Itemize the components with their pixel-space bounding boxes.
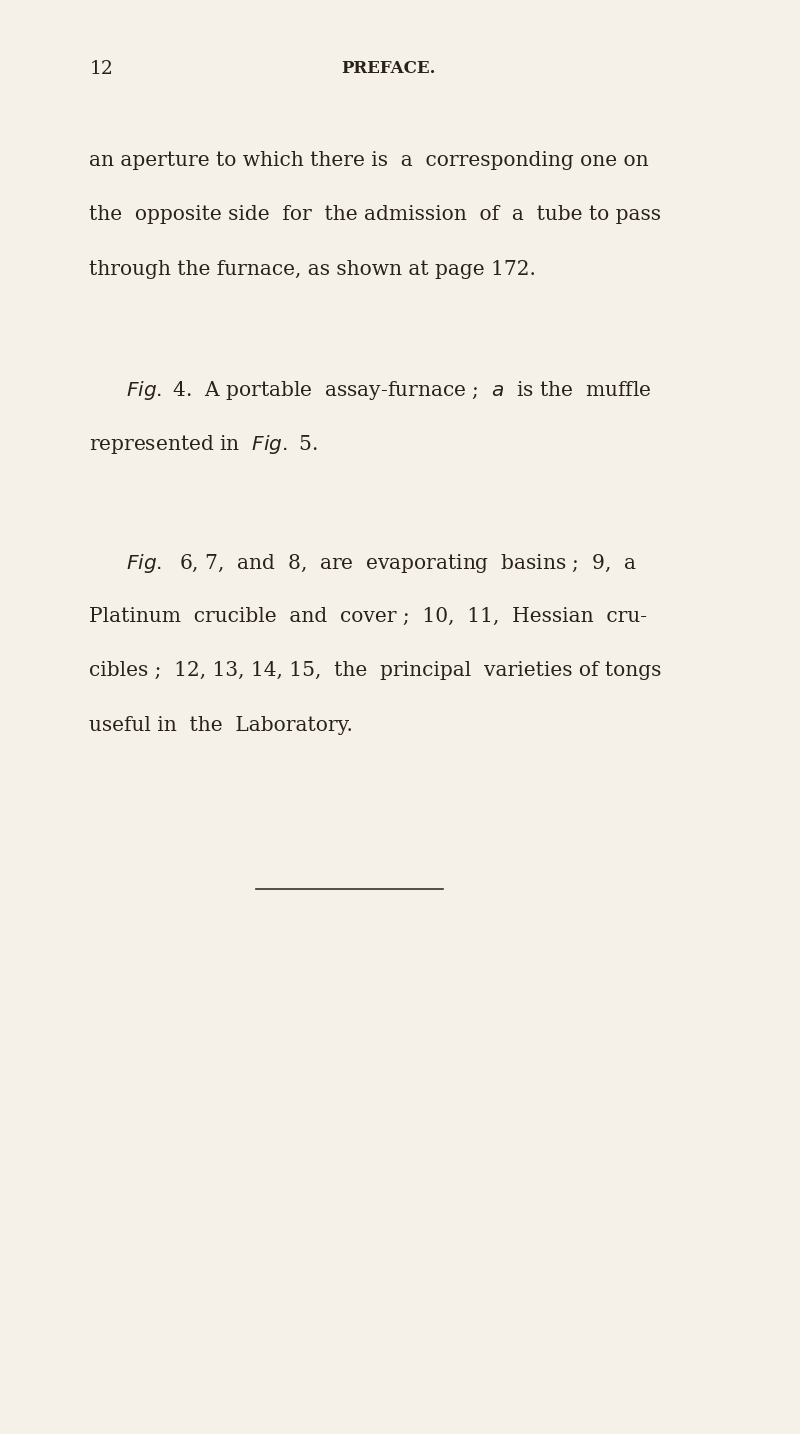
Text: $\it{Fig.}$ 4.  A portable  assay-furnace ;  $\it{a}$  is the  muffle: $\it{Fig.}$ 4. A portable assay-furnace … bbox=[126, 379, 651, 402]
Text: useful in  the  Laboratory.: useful in the Laboratory. bbox=[90, 716, 353, 734]
Text: 12: 12 bbox=[90, 60, 113, 79]
Text: cibles ;  12, 13, 14, 15,  the  principal  varieties of tongs: cibles ; 12, 13, 14, 15, the principal v… bbox=[90, 661, 662, 680]
Text: PREFACE.: PREFACE. bbox=[341, 60, 435, 77]
Text: Platinum  crucible  and  cover ;  10,  11,  Hessian  cru-: Platinum crucible and cover ; 10, 11, He… bbox=[90, 607, 647, 625]
Text: through the furnace, as shown at page 172.: through the furnace, as shown at page 17… bbox=[90, 260, 536, 278]
Text: the  opposite side  for  the admission  of  a  tube to pass: the opposite side for the admission of a… bbox=[90, 205, 662, 224]
Text: $\it{Fig.}$  6, 7,  and  8,  are  evaporating  basins ;  9,  a: $\it{Fig.}$ 6, 7, and 8, are evaporating… bbox=[126, 552, 637, 575]
Text: an aperture to which there is  a  corresponding one on: an aperture to which there is a correspo… bbox=[90, 151, 649, 169]
Text: represented in  $\it{Fig.}$ 5.: represented in $\it{Fig.}$ 5. bbox=[90, 433, 318, 456]
